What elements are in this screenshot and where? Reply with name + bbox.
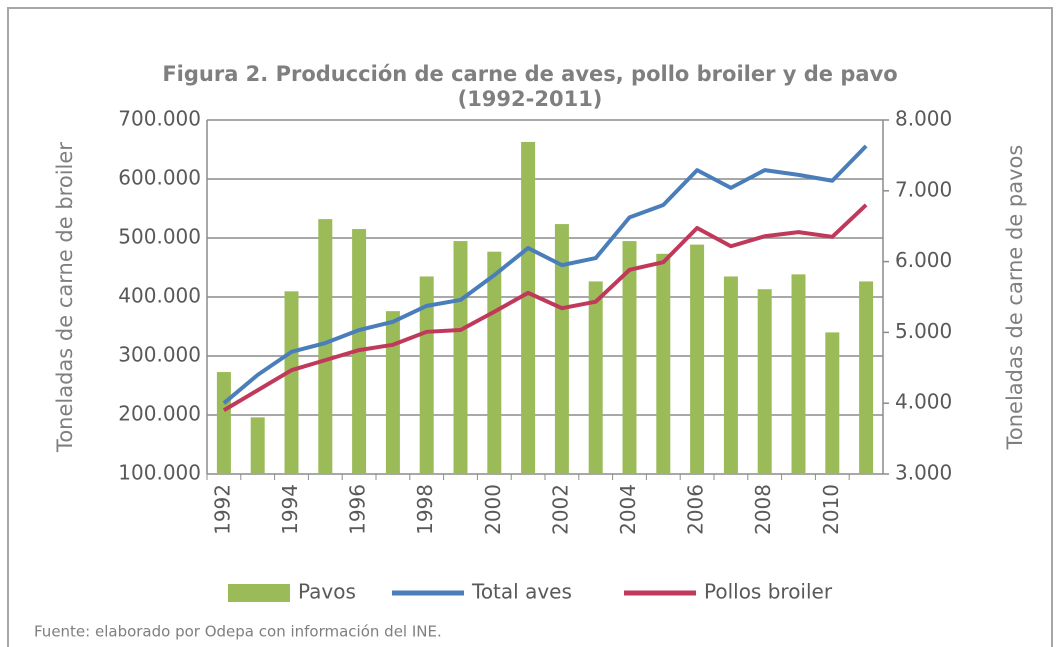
- source-note: Fuente: elaborado por Odepa con informac…: [34, 623, 442, 641]
- x-tick-label: 2006: [684, 484, 708, 535]
- y2-tick-label: 3.000: [895, 461, 952, 485]
- bar: [825, 332, 840, 474]
- bar: [453, 241, 468, 474]
- bar: [250, 417, 265, 474]
- bar: [588, 281, 603, 474]
- bar: [318, 219, 333, 474]
- y2-tick-label: 7.000: [895, 177, 952, 201]
- x-tick-label: 2008: [751, 484, 775, 535]
- bar: [757, 289, 772, 474]
- frame: [7, 7, 1053, 647]
- y-tick-label: 200.000: [118, 402, 201, 426]
- bar: [284, 291, 299, 474]
- bar: [791, 274, 806, 474]
- line: [222, 144, 868, 405]
- bar: [216, 372, 231, 474]
- x-tick-label: 1996: [346, 484, 370, 535]
- legend-swatch: [228, 584, 290, 602]
- y2-tick-label: 4.000: [895, 390, 952, 414]
- bar: [385, 311, 400, 474]
- chart-title: (1992-2011): [458, 87, 603, 111]
- y-tick-label: 600.000: [118, 166, 201, 190]
- y2-tick-label: 6.000: [895, 248, 952, 272]
- y2-tick-label: 5.000: [895, 319, 952, 343]
- x-tick-label: 1998: [413, 484, 437, 535]
- bar: [419, 276, 434, 474]
- y2-tick-label: 8.000: [895, 107, 952, 131]
- bar: [521, 141, 536, 474]
- bar: [622, 241, 637, 474]
- bar: [554, 224, 569, 474]
- legend-label: Pollos broiler: [704, 580, 833, 604]
- y-tick-label: 500.000: [118, 225, 201, 249]
- y-tick-label: 700.000: [118, 107, 201, 131]
- x-tick-label: 2004: [616, 484, 640, 535]
- y2-axis-label: Toneladas de carne de pavos: [1003, 145, 1027, 451]
- y-tick-label: 100.000: [118, 461, 201, 485]
- y-tick-label: 400.000: [118, 284, 201, 308]
- y-tick-label: 300.000: [118, 343, 201, 367]
- legend-label: Total aves: [471, 580, 572, 604]
- chart-title: Figura 2. Producción de carne de aves, p…: [162, 62, 897, 86]
- x-tick-label: 1992: [210, 484, 234, 535]
- x-tick-label: 1994: [278, 484, 302, 535]
- legend-label: Pavos: [298, 580, 356, 604]
- bar: [656, 253, 671, 474]
- bar: [723, 276, 738, 474]
- bar: [859, 281, 874, 474]
- line: [222, 203, 868, 412]
- bar: [487, 251, 502, 474]
- x-tick-label: 2000: [481, 484, 505, 535]
- bar: [690, 244, 705, 474]
- y-axis-label: Toneladas de carne de broiler: [53, 142, 77, 453]
- x-tick-label: 2002: [548, 484, 572, 535]
- x-tick-label: 2010: [819, 484, 843, 535]
